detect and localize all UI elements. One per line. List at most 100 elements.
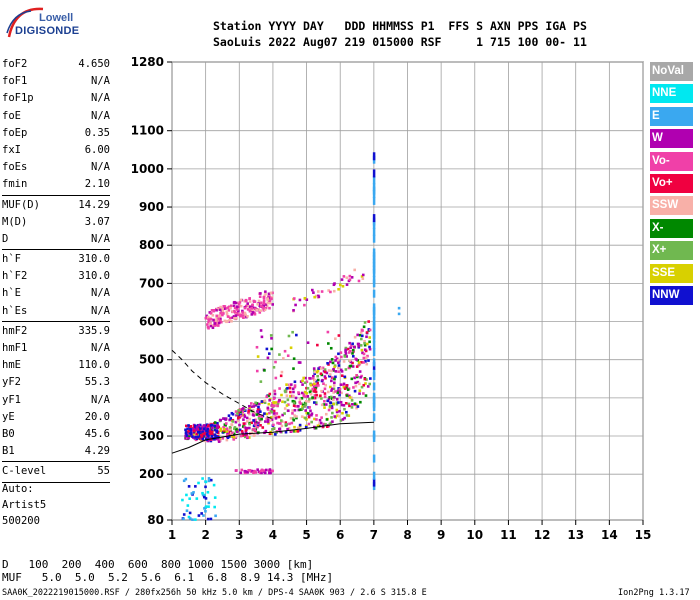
echo-point — [195, 426, 199, 429]
interference-segment — [372, 303, 376, 312]
echo-point — [342, 404, 346, 407]
param-value: 310.0 — [78, 270, 110, 283]
echo-point — [320, 416, 323, 419]
echo-point — [238, 428, 242, 432]
interference-segment — [372, 341, 376, 350]
echo-point — [286, 427, 289, 431]
echo-point — [337, 364, 341, 367]
x-tick-label: 1 — [168, 528, 176, 542]
y-tick-label: 200 — [139, 467, 164, 481]
echo-point — [196, 430, 200, 434]
echo-point — [255, 308, 259, 312]
echo-point — [337, 334, 341, 337]
echo-point — [275, 412, 279, 415]
echo-point — [226, 315, 230, 318]
echo-point — [333, 381, 336, 385]
echo-point — [324, 423, 327, 426]
param-name: hmE — [2, 359, 21, 372]
echo-point — [330, 416, 333, 419]
echo-point — [241, 407, 245, 410]
echo-point — [299, 380, 303, 383]
echo-point — [364, 382, 367, 385]
echo-point — [330, 358, 334, 361]
echo-point — [211, 433, 214, 437]
echo-point — [230, 319, 233, 323]
echo-point — [216, 425, 219, 429]
echo-point — [327, 424, 330, 428]
echo-point — [332, 384, 336, 387]
echo-point — [238, 415, 242, 419]
interference-segment — [372, 478, 376, 487]
echo-point — [211, 314, 215, 317]
echo-point — [264, 429, 268, 433]
echo-point — [234, 429, 238, 433]
y-tick-label: 400 — [139, 391, 164, 405]
echo-point — [302, 393, 306, 396]
echo-point — [259, 380, 263, 383]
echo-point — [305, 411, 308, 415]
echo-point — [330, 405, 334, 408]
echo-point — [291, 330, 294, 334]
echo-point — [263, 294, 266, 298]
echo-point — [236, 308, 239, 311]
echo-point — [368, 328, 372, 332]
echo-point — [294, 396, 298, 400]
echo-point — [204, 509, 207, 513]
echo-point — [185, 424, 188, 428]
echo-point — [272, 427, 276, 430]
echo-point — [217, 321, 221, 325]
echo-point — [236, 419, 240, 423]
echo-point — [307, 415, 311, 419]
color-key-item: Vo- — [650, 151, 693, 171]
echo-point — [276, 404, 279, 408]
echo-point — [246, 315, 249, 318]
echo-point — [334, 390, 337, 393]
echo-point — [313, 388, 317, 391]
param-name: hmF1 — [2, 342, 28, 354]
echo-point — [351, 403, 354, 406]
echo-point — [340, 355, 343, 359]
echo-point — [271, 404, 274, 408]
param-row: yF1 N/A — [2, 392, 110, 409]
echo-point — [248, 300, 252, 303]
echo-point — [241, 431, 244, 435]
param-name: foEs — [2, 161, 28, 174]
echo-point — [319, 421, 323, 425]
echo-point — [257, 421, 260, 425]
echo-point — [314, 390, 318, 394]
echo-point — [320, 290, 324, 293]
interference-segment — [372, 317, 376, 326]
echo-point — [313, 417, 316, 421]
echo-point — [254, 427, 257, 431]
echo-point — [286, 354, 290, 358]
echo-point — [363, 377, 367, 381]
echo-point — [323, 375, 327, 378]
echo-point — [360, 385, 364, 389]
x-tick-label: 10 — [466, 528, 483, 542]
param-row: yF2 55.3 — [2, 374, 110, 391]
echo-point — [258, 419, 262, 423]
echo-point — [256, 408, 260, 411]
echo-point — [238, 408, 242, 412]
echo-point — [307, 422, 311, 426]
echo-point — [236, 412, 239, 415]
echo-point — [334, 355, 338, 359]
echo-point — [251, 308, 254, 312]
echo-point — [192, 429, 196, 433]
echo-point — [292, 404, 296, 407]
echo-point — [256, 410, 259, 413]
echo-point — [185, 493, 188, 497]
echo-point — [315, 414, 318, 417]
echo-point — [321, 366, 325, 370]
echo-point — [321, 378, 324, 382]
echo-point — [338, 390, 342, 394]
echo-point — [312, 367, 316, 370]
echo-point — [305, 298, 309, 301]
echo-point — [344, 368, 348, 371]
echo-point — [257, 417, 261, 420]
echo-point — [195, 428, 199, 432]
echo-point — [364, 394, 368, 397]
echo-point — [332, 387, 336, 391]
echo-point — [213, 505, 216, 509]
param-row: foF1 N/A — [2, 73, 110, 90]
